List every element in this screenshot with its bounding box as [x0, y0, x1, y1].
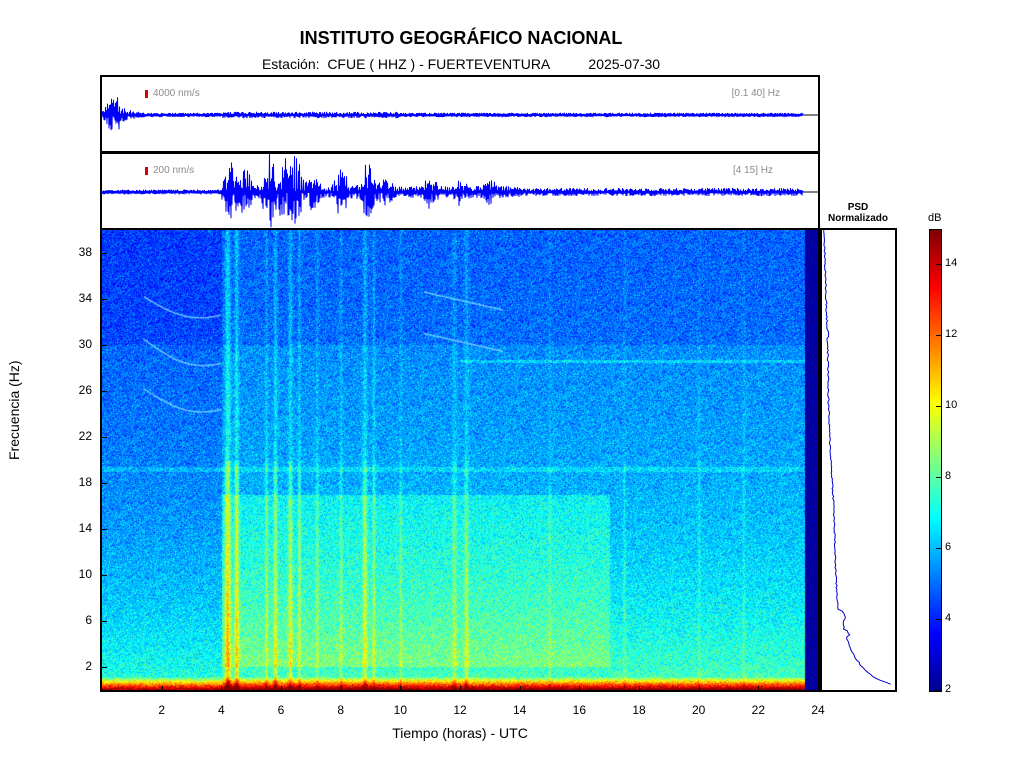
x-tick-label: 18	[632, 703, 646, 717]
x-tick-mark	[579, 686, 581, 691]
x-tick-label: 2	[158, 703, 165, 717]
psd-title: PSD Normalizado	[818, 202, 898, 224]
y-tick-label: 38	[78, 245, 92, 259]
y-tick-mark	[102, 437, 107, 438]
scale-bar-icon	[145, 90, 148, 98]
colorbar-tick-label: 4	[945, 612, 952, 625]
trace-band-label: [0.1 40] Hz	[731, 88, 780, 99]
colorbar	[929, 229, 942, 692]
colorbar-tick-label: 12	[945, 328, 958, 341]
x-tick-mark	[639, 686, 640, 691]
trace-waveform-filtered	[102, 154, 818, 228]
colorbar-tick-mark	[936, 619, 941, 621]
x-tick-mark	[698, 686, 700, 691]
y-tick-mark	[102, 621, 107, 622]
trace-panel-filtered: 200 nm/s [4 15] Hz	[100, 152, 820, 230]
spectrogram-heatmap	[102, 230, 818, 690]
colorbar-tick-mark	[936, 335, 941, 337]
x-tick-label: 16	[572, 703, 586, 717]
chart-title: INSTITUTO GEOGRÁFICO NACIONAL	[299, 28, 623, 48]
y-tick-label: 26	[78, 383, 92, 397]
y-tick-mark	[102, 391, 107, 392]
colorbar-tick-mark	[936, 477, 941, 479]
x-tick-mark	[519, 686, 521, 691]
trace-scale-label: 200 nm/s	[153, 165, 195, 176]
y-tick-label: 18	[78, 475, 92, 489]
psd-title-line1: PSD	[847, 202, 869, 213]
x-tick-label: 22	[751, 703, 765, 717]
x-tick-label: 12	[453, 703, 467, 717]
colorbar-tick-mark	[936, 690, 941, 691]
colorbar-tick-mark	[936, 264, 941, 266]
colorbar-tick-label: 6	[945, 541, 952, 554]
y-tick-mark	[102, 299, 107, 300]
x-tick-mark	[161, 686, 163, 691]
x-tick-label: 4	[217, 703, 225, 717]
colorbar-tick-label: 8	[945, 470, 952, 483]
station-name: CFUE ( HHZ ) - FUERTEVENTURA	[327, 56, 550, 72]
waveform-path	[102, 97, 804, 131]
y-axis-label: Frecuencia (Hz)	[6, 360, 22, 460]
y-tick-label: 6	[85, 613, 92, 627]
x-tick-label: 8	[337, 703, 344, 717]
colorbar-tick-mark	[936, 548, 941, 550]
colorbar-tick-label: 14	[945, 257, 958, 270]
trace-panel-broadband: 4000 nm/s [0.1 40] Hz	[100, 75, 820, 153]
date-label: 2025-07-30	[588, 56, 661, 72]
y-tick-mark	[102, 483, 107, 484]
x-tick-label: 24	[811, 703, 825, 717]
x-tick-mark	[281, 686, 282, 691]
spectrogram-plot	[100, 228, 820, 692]
trace-scale-label: 4000 nm/s	[153, 88, 200, 99]
psd-panel	[820, 228, 897, 692]
trace-band-label: [4 15] Hz	[732, 165, 773, 176]
y-tick-mark	[102, 529, 107, 530]
colorbar-tick-label: 10	[945, 399, 958, 412]
x-tick-mark	[758, 686, 760, 691]
x-tick-label: 6	[277, 703, 285, 717]
y-tick-mark	[102, 575, 107, 576]
waveform-path	[102, 154, 804, 228]
y-tick-label: 10	[78, 567, 92, 581]
x-tick-label: 10	[393, 703, 407, 717]
psd-title-line2: Normalizado	[827, 213, 888, 224]
scale-bar-icon	[145, 167, 148, 175]
x-tick-label: 20	[691, 703, 706, 717]
y-tick-label: 14	[78, 521, 92, 535]
colorbar-tick-label: 2	[945, 683, 952, 695]
colorbar-tick-mark	[936, 406, 941, 408]
x-tick-mark	[221, 686, 223, 691]
x-tick-mark	[340, 686, 342, 691]
y-tick-label: 34	[78, 291, 92, 305]
y-tick-mark	[102, 667, 107, 668]
y-tick-label: 30	[78, 337, 92, 351]
y-tick-mark	[102, 345, 107, 346]
x-tick-label: 14	[512, 703, 527, 717]
x-axis-label: Tiempo (horas) - UTC	[392, 725, 528, 741]
station-prefix: Estación:	[261, 56, 320, 72]
x-tick-mark	[460, 686, 461, 691]
x-tick-mark	[818, 686, 819, 691]
y-tick-mark	[102, 253, 107, 254]
psd-curve	[823, 230, 891, 685]
y-tick-label: 22	[78, 429, 92, 443]
x-tick-mark	[400, 686, 402, 691]
trace-waveform-broadband	[102, 97, 818, 131]
colorbar-unit-label: dB	[928, 212, 942, 224]
station-line: Estación: CFUE ( HHZ ) - FUERTEVENTURA 2…	[0, 56, 922, 72]
y-tick-label: 2	[85, 659, 92, 673]
